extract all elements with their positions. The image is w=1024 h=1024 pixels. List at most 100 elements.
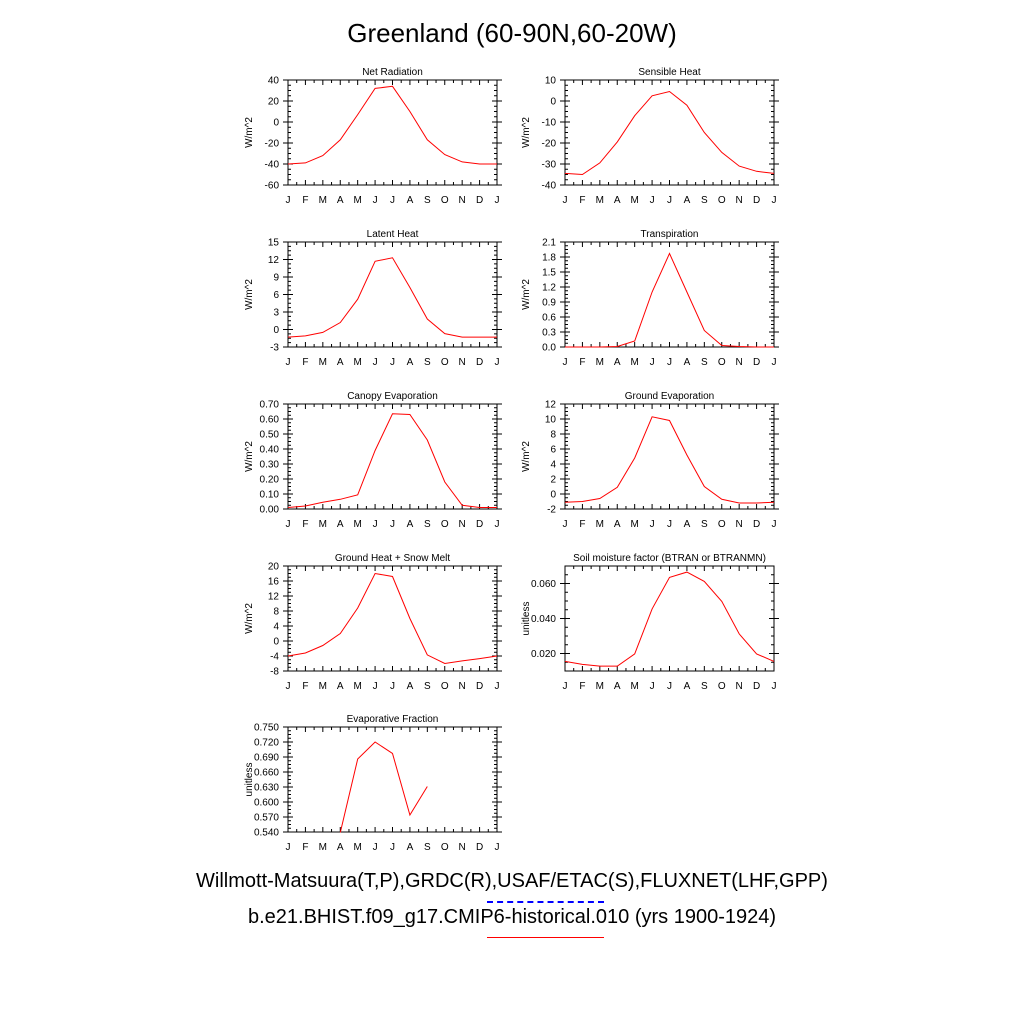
x-tick-label: J — [495, 519, 500, 530]
x-tick-label: A — [337, 681, 344, 692]
x-tick-label: M — [596, 519, 604, 530]
x-tick-label: S — [424, 519, 431, 530]
x-tick-label: J — [373, 195, 378, 206]
y-axis-label: unitless — [521, 602, 532, 636]
y-tick-label: 1.2 — [542, 283, 556, 294]
y-axis-label: W/m^2 — [521, 117, 532, 148]
y-tick-label: 0.020 — [531, 649, 556, 660]
y-tick-label: -3 — [270, 343, 279, 354]
x-tick-label: A — [407, 681, 414, 692]
y-tick-label: 2 — [550, 475, 556, 486]
x-tick-label: A — [407, 357, 414, 368]
x-tick-label: A — [614, 357, 621, 368]
x-tick-label: O — [441, 357, 449, 368]
y-axis-label: W/m^2 — [244, 441, 255, 472]
y-tick-label: 40 — [268, 76, 280, 87]
x-tick-label: J — [650, 195, 655, 206]
x-tick-label: O — [718, 357, 726, 368]
y-tick-label: 12 — [545, 400, 557, 411]
plot-frame — [287, 403, 498, 510]
y-tick-label: 1.8 — [542, 253, 556, 264]
y-tick-label: 0.660 — [254, 768, 279, 779]
y-tick-label: 6 — [273, 290, 279, 301]
y-tick-label: 0.060 — [531, 579, 556, 590]
x-tick-label: J — [286, 519, 291, 530]
x-tick-label: N — [459, 357, 466, 368]
x-tick-label: D — [476, 357, 483, 368]
y-axis-label: W/m^2 — [521, 441, 532, 472]
y-tick-label: -20 — [542, 139, 557, 150]
x-tick-label: O — [441, 195, 449, 206]
x-tick-label: M — [630, 357, 638, 368]
y-tick-label: 0.9 — [542, 298, 556, 309]
x-tick-label: O — [441, 842, 449, 853]
x-tick-label: M — [353, 519, 361, 530]
y-tick-label: 10 — [545, 415, 557, 426]
series-line — [339, 741, 428, 833]
plot-frame — [287, 565, 498, 672]
y-axis-label: W/m^2 — [244, 117, 255, 148]
x-tick-label: J — [495, 357, 500, 368]
plot-frame — [564, 565, 775, 672]
series-line — [287, 413, 497, 508]
x-tick-label: J — [390, 681, 395, 692]
x-tick-label: J — [373, 357, 378, 368]
x-tick-label: D — [476, 195, 483, 206]
x-tick-label: A — [684, 519, 691, 530]
x-tick-label: N — [459, 681, 466, 692]
x-tick-label: M — [630, 681, 638, 692]
y-tick-label: 0.40 — [260, 445, 280, 456]
y-axis-label: W/m^2 — [521, 279, 532, 310]
x-tick-label: M — [596, 195, 604, 206]
x-tick-label: S — [424, 842, 431, 853]
y-axis-label: W/m^2 — [244, 279, 255, 310]
x-tick-label: D — [476, 519, 483, 530]
y-tick-label: 0.70 — [260, 400, 280, 411]
y-tick-label: 0 — [550, 97, 556, 108]
x-tick-label: M — [596, 681, 604, 692]
y-tick-label: 0.0 — [542, 343, 556, 354]
x-tick-label: J — [650, 519, 655, 530]
x-tick-label: F — [579, 357, 585, 368]
y-tick-label: 0.040 — [531, 614, 556, 625]
y-tick-label: 8 — [550, 430, 556, 441]
x-tick-label: O — [718, 519, 726, 530]
y-tick-label: -40 — [265, 160, 280, 171]
y-tick-label: -8 — [270, 667, 279, 678]
x-tick-label: J — [667, 195, 672, 206]
x-tick-label: M — [319, 195, 327, 206]
y-tick-label: 0.00 — [260, 505, 280, 516]
x-tick-label: S — [424, 195, 431, 206]
y-tick-label: -20 — [265, 139, 280, 150]
x-tick-label: M — [319, 681, 327, 692]
x-tick-label: J — [286, 681, 291, 692]
x-tick-label: J — [390, 195, 395, 206]
y-tick-label: -10 — [542, 118, 557, 129]
y-tick-label: 0.3 — [542, 328, 556, 339]
x-tick-label: M — [353, 842, 361, 853]
x-tick-label: O — [718, 681, 726, 692]
series-line — [564, 416, 775, 504]
x-tick-label: J — [390, 519, 395, 530]
x-tick-label: D — [753, 195, 760, 206]
x-tick-label: J — [286, 842, 291, 853]
chart-title: Net Radiation — [362, 67, 423, 78]
x-tick-label: J — [667, 519, 672, 530]
y-tick-label: 0.10 — [260, 490, 280, 501]
y-tick-label: -2 — [547, 505, 556, 516]
y-tick-label: 0.60 — [260, 415, 280, 426]
x-tick-label: J — [390, 357, 395, 368]
y-tick-label: 0.690 — [254, 753, 279, 764]
legend-model-line — [487, 937, 604, 938]
x-tick-label: O — [718, 195, 726, 206]
y-tick-label: -60 — [265, 181, 280, 192]
chart-title: Ground Heat + Snow Melt — [335, 553, 451, 564]
x-tick-label: J — [563, 195, 568, 206]
x-tick-label: N — [459, 519, 466, 530]
x-tick-label: M — [353, 681, 361, 692]
x-tick-label: J — [772, 195, 777, 206]
